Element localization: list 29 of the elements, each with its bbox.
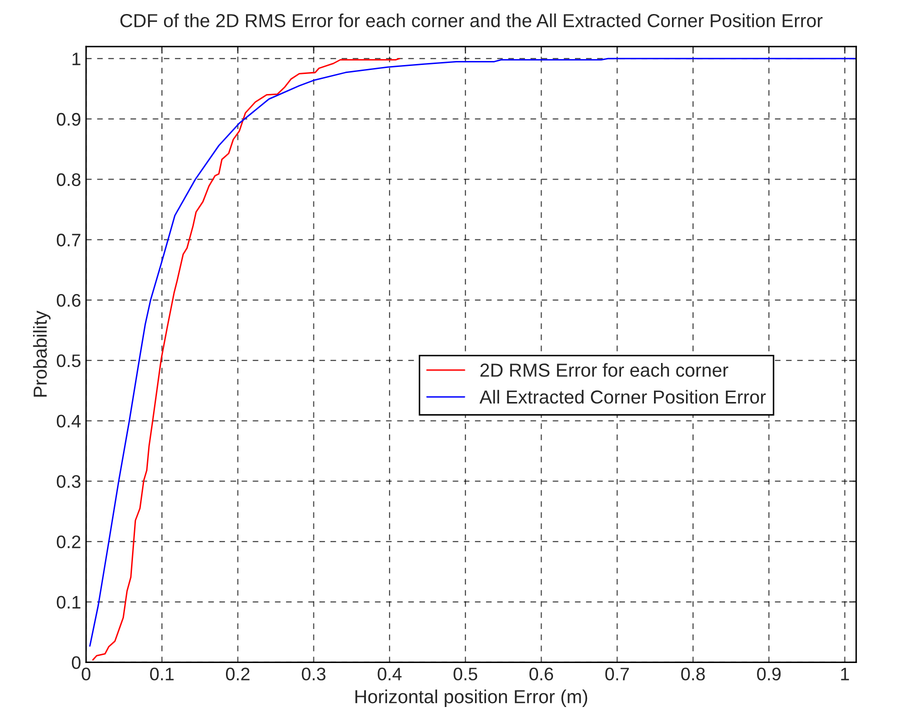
y-tick-label: 0.9 <box>56 112 80 126</box>
y-tick-label: 0.8 <box>56 173 80 186</box>
y-tick-label: 0.5 <box>56 354 80 368</box>
x-tick-label: 0 <box>82 668 90 680</box>
legend-label: All Extracted Corner Position Error <box>480 390 766 404</box>
legend-label: 2D RMS Error for each corner <box>480 363 728 377</box>
x-tick-label: 0.3 <box>302 668 326 680</box>
line-series <box>89 58 856 647</box>
y-tick-label: 0.4 <box>56 414 81 428</box>
x-tick-label: 0.6 <box>529 668 554 680</box>
x-tick-label: 0.1 <box>150 668 174 680</box>
x-tick-label: 0.2 <box>226 668 250 680</box>
y-tick-label: 0.2 <box>56 535 80 548</box>
y-tick-label: 0.6 <box>56 294 80 307</box>
y-axis-title: Probability <box>33 310 51 397</box>
x-tick-label: 0.9 <box>757 668 781 680</box>
x-tick-label: 1 <box>841 668 849 680</box>
x-axis-title: Horizontal position Error (m) <box>355 690 588 708</box>
y-tick-label: 0.3 <box>56 475 80 488</box>
y-tick-label: 0.1 <box>56 596 80 609</box>
x-tick-label: 0.5 <box>454 668 478 680</box>
y-tick-label: 0 <box>72 656 81 670</box>
y-tick-label: 0.7 <box>56 234 80 246</box>
x-tick-label: 0.4 <box>378 668 402 680</box>
x-tick-label: 0.7 <box>605 668 629 680</box>
chart-title: CDF of the 2D RMS Error for each corner and the All Extracted Corner Position Error <box>120 14 823 28</box>
y-tick-label: 1 <box>72 52 80 66</box>
line-series <box>92 58 400 661</box>
x-tick-label: 0.8 <box>681 668 705 680</box>
